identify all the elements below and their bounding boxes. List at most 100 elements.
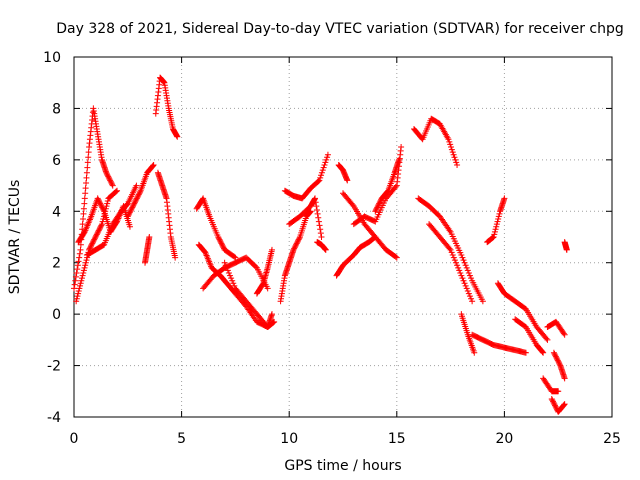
data-point xyxy=(88,243,95,249)
data-point xyxy=(97,200,104,207)
data-point xyxy=(79,272,86,279)
data-point xyxy=(91,235,98,242)
series-track-m xyxy=(253,246,275,297)
data-point xyxy=(268,246,275,253)
series-track-r xyxy=(335,162,351,184)
series-track-h xyxy=(154,169,179,261)
data-point xyxy=(94,230,101,237)
data-point xyxy=(384,188,391,195)
data-point xyxy=(135,191,142,198)
y-tick-label: 6 xyxy=(52,153,61,169)
data-point xyxy=(465,290,472,297)
data-point xyxy=(73,295,80,302)
data-point xyxy=(561,401,568,408)
data-point xyxy=(496,210,503,217)
data-point xyxy=(133,196,140,203)
data-point xyxy=(552,352,559,359)
series-track-l xyxy=(221,259,278,330)
data-point xyxy=(137,189,144,195)
chart-title: Day 328 of 2021, Sidereal Day-to-day VTE… xyxy=(56,21,624,37)
series-track-a xyxy=(71,105,116,292)
data-point xyxy=(77,246,84,253)
data-point xyxy=(225,270,232,276)
data-point xyxy=(372,208,379,215)
data-point xyxy=(458,252,465,258)
data-point xyxy=(74,262,81,269)
data-point xyxy=(321,162,328,168)
axis-ticks xyxy=(73,56,613,418)
data-point xyxy=(74,293,81,300)
data-point xyxy=(222,262,229,269)
data-point xyxy=(128,205,135,212)
data-point xyxy=(312,195,319,202)
data-point xyxy=(79,221,86,228)
data-point xyxy=(466,293,473,300)
data-point xyxy=(491,228,498,235)
data-point xyxy=(294,239,301,246)
data-point xyxy=(313,203,320,210)
data-point xyxy=(99,204,106,211)
data-point xyxy=(215,235,222,242)
data-point xyxy=(318,169,325,176)
data-point xyxy=(217,237,224,244)
data-point xyxy=(81,264,88,271)
data-point xyxy=(392,183,399,190)
data-point xyxy=(172,254,179,261)
data-point xyxy=(83,169,90,176)
data-point xyxy=(75,288,82,294)
data-point xyxy=(78,275,85,282)
data-point xyxy=(230,280,237,287)
data-point xyxy=(109,182,116,189)
data-point xyxy=(479,298,486,305)
data-point xyxy=(461,280,468,287)
series-track-w xyxy=(411,115,461,168)
data-point xyxy=(491,231,498,238)
data-point xyxy=(465,270,472,276)
data-point xyxy=(93,232,100,239)
data-point xyxy=(376,200,383,207)
data-point xyxy=(291,245,298,252)
data-point xyxy=(131,200,138,207)
data-point xyxy=(128,207,135,213)
data-point xyxy=(219,241,226,248)
data-point xyxy=(550,399,557,406)
data-point xyxy=(374,204,381,211)
x-tick-label: 25 xyxy=(603,431,621,447)
data-point xyxy=(548,396,555,402)
y-tick-labels: -4 -2 0 2 4 6 8 10 xyxy=(43,50,61,426)
data-point xyxy=(463,264,470,271)
series-track-g xyxy=(152,74,181,140)
data-point xyxy=(451,257,458,264)
data-point xyxy=(540,349,547,356)
data-point xyxy=(146,234,153,240)
data-point xyxy=(463,285,470,292)
data-point xyxy=(554,356,561,363)
y-tick-label: 2 xyxy=(52,256,61,272)
data-point xyxy=(133,195,140,202)
data-point xyxy=(131,199,138,206)
data-point xyxy=(544,336,551,343)
data-point xyxy=(73,298,80,305)
data-point xyxy=(454,162,461,168)
data-point xyxy=(522,349,529,356)
data-point xyxy=(323,156,330,163)
data-point xyxy=(109,181,116,188)
data-point xyxy=(132,198,139,204)
data-point xyxy=(553,405,560,411)
x-tick-label: 0 xyxy=(70,431,79,447)
data-point xyxy=(83,257,90,264)
data-point xyxy=(344,177,351,184)
data-point xyxy=(72,277,79,284)
data-point xyxy=(295,237,302,244)
data-point xyxy=(174,133,181,140)
data-point xyxy=(221,259,228,266)
x-tick-label: 20 xyxy=(495,431,513,447)
data-point xyxy=(445,136,452,143)
data-point xyxy=(82,259,89,266)
data-point xyxy=(83,174,90,181)
data-point xyxy=(552,403,559,410)
data-point xyxy=(106,176,113,183)
data-point xyxy=(129,203,136,210)
data-point xyxy=(95,228,102,235)
data-point xyxy=(556,360,563,366)
